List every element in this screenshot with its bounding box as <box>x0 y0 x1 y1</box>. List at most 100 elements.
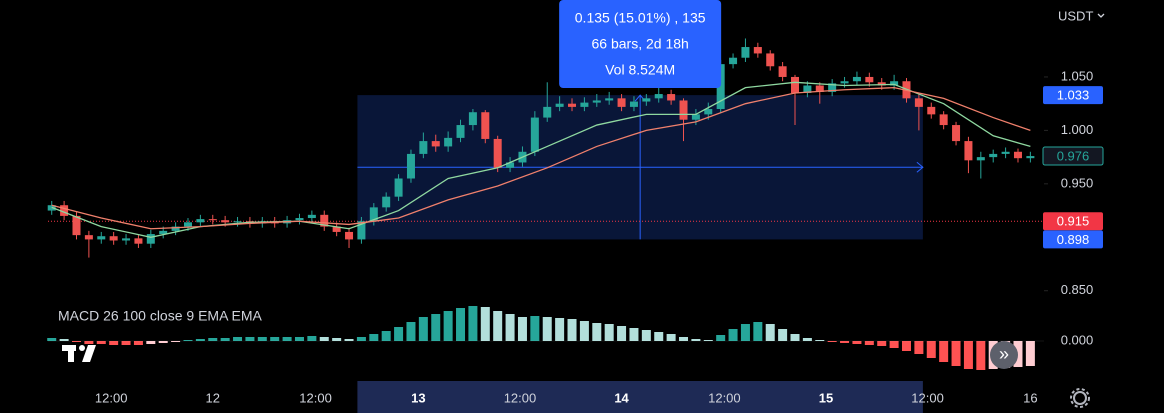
macd-bar <box>517 317 527 341</box>
candle-body <box>815 85 824 92</box>
macd-bar <box>889 341 899 348</box>
candle-body <box>704 109 713 115</box>
macd-bar <box>171 341 181 342</box>
macd-bar <box>208 338 218 341</box>
macd-bar <box>233 337 243 341</box>
price-tag-label: 0.915 <box>1057 214 1090 229</box>
macd-bar <box>344 339 354 341</box>
price-tag-label: 0.898 <box>1057 232 1090 247</box>
candle-body <box>729 57 738 65</box>
macd-bar <box>84 341 94 344</box>
price-tag <box>1043 86 1103 105</box>
macd-bar <box>840 341 850 343</box>
macd-bar <box>877 341 887 346</box>
macd-bar <box>319 337 329 341</box>
measure-arrow-right <box>916 161 924 173</box>
macd-bar <box>963 341 973 369</box>
macd-bar <box>951 341 961 366</box>
macd-title: MACD 26 100 close 9 EMA EMA <box>58 308 263 324</box>
macd-bar <box>406 322 416 341</box>
settings-icon[interactable] <box>1070 388 1090 408</box>
macd-bar <box>369 334 379 341</box>
currency-chevron <box>1097 13 1105 18</box>
candle-body <box>84 235 93 240</box>
price-tag <box>1043 212 1103 231</box>
candle-body <box>543 106 552 118</box>
macd-bar <box>691 339 701 341</box>
candle-body <box>1026 156 1035 159</box>
y-tick-label: 0.850 <box>1061 282 1094 297</box>
macd-bar <box>480 307 490 341</box>
candle-body <box>679 100 688 120</box>
candle-body <box>419 141 428 154</box>
macd-bar <box>654 332 664 341</box>
candle-body <box>927 106 936 115</box>
currency-label: USDT <box>1058 8 1093 23</box>
candle-body <box>716 64 725 110</box>
macd-bar <box>641 330 651 341</box>
candle-body <box>691 114 700 120</box>
candle-body <box>109 236 118 241</box>
candle-body <box>914 98 923 107</box>
macd-bar <box>567 319 577 341</box>
macd-bar <box>381 331 391 341</box>
macd-bar <box>530 316 540 341</box>
macd-bar <box>592 323 602 341</box>
x-tick-label: 16 <box>1023 390 1037 405</box>
scroll-button[interactable]: » <box>990 341 1018 369</box>
macd-bar <box>332 338 342 341</box>
candle-body <box>221 220 230 223</box>
candle-body <box>357 221 366 240</box>
price-tag-label: 1.033 <box>1057 88 1090 103</box>
macd-bar <box>629 328 639 341</box>
macd-bar <box>307 336 317 341</box>
macd-bar <box>270 337 280 341</box>
macd-bar <box>765 324 775 341</box>
macd-bar <box>542 317 552 341</box>
candle-body <box>642 98 651 102</box>
candle-body <box>406 153 415 179</box>
macd-bar <box>790 334 800 341</box>
macd-bar <box>703 340 713 341</box>
candle-body <box>753 47 762 54</box>
macd-bar <box>493 311 503 341</box>
macd-bar <box>617 326 627 341</box>
macd-bar <box>418 317 428 341</box>
candle-body <box>307 214 316 219</box>
macd-bar <box>815 340 825 341</box>
candle-body <box>791 76 799 93</box>
macd-bar <box>146 341 156 344</box>
candle-body <box>481 112 490 139</box>
candle-body <box>840 81 849 84</box>
macd-bar <box>604 324 614 341</box>
candle-body <box>964 141 973 161</box>
x-tick-label: 12 <box>206 390 220 405</box>
x-tick-label: 12:00 <box>708 390 741 405</box>
candle-body <box>803 85 812 93</box>
x-tick-label: 13 <box>411 390 425 405</box>
measure-tooltip-line: Vol 8.524M <box>605 62 675 78</box>
candle-body <box>196 219 205 223</box>
macd-bar <box>356 337 366 341</box>
candle-body <box>580 102 589 107</box>
macd-bar <box>864 341 874 345</box>
macd-bar <box>579 321 589 341</box>
macd-bar <box>716 335 726 341</box>
candle-body <box>617 98 626 107</box>
candle-body <box>1013 151 1022 159</box>
macd-bar <box>778 329 788 341</box>
macd-bar <box>220 338 230 341</box>
candle-body <box>530 117 539 152</box>
price-tag <box>1042 146 1104 166</box>
macd-bar <box>728 329 738 341</box>
macd-bar <box>195 339 205 341</box>
macd-bar <box>901 341 911 351</box>
candle-body <box>568 103 577 107</box>
candle-body <box>382 196 391 208</box>
candle-body <box>134 238 143 244</box>
macd-bar <box>939 341 949 362</box>
candle-body <box>444 137 453 147</box>
time-range-band <box>357 381 923 413</box>
x-tick-label: 12:00 <box>95 390 128 405</box>
macd-bar <box>431 314 441 341</box>
